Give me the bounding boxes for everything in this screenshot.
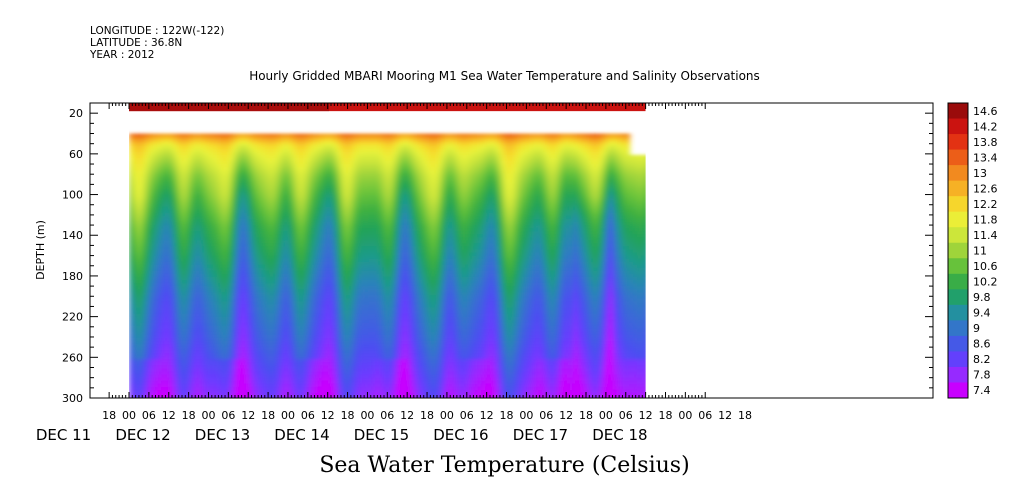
colorbar-segment bbox=[948, 227, 968, 244]
latitude-label: LATITUDE : 36.8N bbox=[90, 37, 183, 49]
colorbar-segment bbox=[948, 211, 968, 228]
colorbar-segment bbox=[948, 366, 968, 383]
colorbar-segment bbox=[948, 180, 968, 197]
x-day-label: DEC 11 bbox=[36, 426, 91, 444]
x-tick-label: 12 bbox=[241, 409, 255, 422]
colorbar-segment bbox=[948, 320, 968, 337]
x-tick-label: 18 bbox=[579, 409, 593, 422]
colorbar-tick-label: 13 bbox=[973, 167, 987, 180]
colorbar: 14.6 14.2 13.8 13.4 13 12.6 12.2 11.8 11.4 11 10.6… bbox=[947, 102, 998, 399]
colorbar-segment bbox=[948, 304, 968, 321]
y-tick-label: 100 bbox=[62, 189, 83, 202]
temperature-heatmap bbox=[129, 103, 686, 398]
colorbar-segment bbox=[948, 165, 968, 182]
x-tick-label: 12 bbox=[639, 409, 653, 422]
colorbar-tick-label: 11.4 bbox=[973, 229, 998, 242]
colorbar-tick-label: 7.4 bbox=[973, 384, 991, 397]
x-tick-label: 18 bbox=[182, 409, 196, 422]
x-day-label: DEC 16 bbox=[433, 426, 488, 444]
colorbar-tick-label: 14.6 bbox=[973, 105, 998, 118]
x-tick-label: 00 bbox=[281, 409, 295, 422]
colorbar-segment bbox=[948, 149, 968, 166]
x-tick-label: 06 bbox=[221, 409, 235, 422]
colorbar-tick-label: 11 bbox=[973, 245, 987, 258]
y-tick-label: 180 bbox=[62, 270, 83, 283]
x-tick-label: 00 bbox=[201, 409, 215, 422]
x-tick-label: 06 bbox=[698, 409, 712, 422]
y-tick-label: 20 bbox=[69, 107, 83, 120]
x-tick-label: 18 bbox=[102, 409, 116, 422]
x-tick-label: 18 bbox=[420, 409, 434, 422]
colorbar-tick-label: 9 bbox=[973, 322, 980, 335]
colorbar-tick-label: 9.4 bbox=[973, 307, 991, 320]
x-tick-label: 00 bbox=[360, 409, 374, 422]
y-tick-label: 260 bbox=[62, 351, 83, 364]
y-tick-label: 60 bbox=[69, 148, 83, 161]
colorbar-segment bbox=[948, 196, 968, 213]
colorbar-segment bbox=[948, 351, 968, 368]
colorbar-tick-label: 7.8 bbox=[973, 369, 991, 382]
colorbar-tick-label: 8.2 bbox=[973, 353, 991, 366]
colorbar-label: Sea Water Temperature (Celsius) bbox=[319, 453, 690, 478]
chart-title: Hourly Gridded MBARI Mooring M1 Sea Wate… bbox=[249, 69, 760, 83]
colorbar-tick-label: 10.6 bbox=[973, 260, 998, 273]
x-day-label: DEC 15 bbox=[354, 426, 409, 444]
x-tick-label: 12 bbox=[480, 409, 494, 422]
x-tick-label: 18 bbox=[261, 409, 275, 422]
x-tick-label: 12 bbox=[321, 409, 335, 422]
x-day-label: DEC 17 bbox=[513, 426, 568, 444]
colorbar-tick-label: 11.8 bbox=[973, 213, 998, 226]
x-tick-label: 06 bbox=[301, 409, 315, 422]
x-tick-label: 12 bbox=[718, 409, 732, 422]
colorbar-tick-label: 13.4 bbox=[973, 151, 998, 164]
x-tick-label: 06 bbox=[619, 409, 633, 422]
colorbar-tick-label: 10.2 bbox=[973, 276, 998, 289]
colorbar-tick-label: 8.6 bbox=[973, 338, 991, 351]
colorbar-segment bbox=[948, 289, 968, 306]
y-axis: 20 60 100 140 180 220 260 300 bbox=[62, 102, 933, 405]
colorbar-segment bbox=[948, 335, 968, 352]
colorbar-segment bbox=[948, 258, 968, 275]
x-tick-label: 06 bbox=[539, 409, 553, 422]
x-tick-label: 12 bbox=[559, 409, 573, 422]
longitude-label: LONGITUDE : 122W(-122) bbox=[90, 25, 225, 37]
x-tick-label: 06 bbox=[380, 409, 394, 422]
x-day-label: DEC 18 bbox=[592, 426, 647, 444]
y-tick-label: 220 bbox=[62, 311, 83, 324]
x-tick-label: 00 bbox=[519, 409, 533, 422]
colorbar-segment bbox=[948, 382, 968, 399]
colorbar-tick-label: 9.8 bbox=[973, 291, 991, 304]
colorbar-segment bbox=[948, 118, 968, 135]
x-tick-label: 00 bbox=[440, 409, 454, 422]
x-tick-label: 00 bbox=[122, 409, 136, 422]
colorbar-tick-label: 14.2 bbox=[973, 120, 998, 133]
colorbar-tick-label: 12.2 bbox=[973, 198, 998, 211]
x-axis: 18 00 06 12 18 00 06 12 18 00 06 12 18 00 06 12 18 00 06 12… bbox=[36, 103, 752, 444]
y-axis-label: DEPTH (m) bbox=[34, 220, 47, 280]
colorbar-segment bbox=[948, 134, 968, 151]
plot-border bbox=[89, 102, 934, 399]
x-day-label: DEC 12 bbox=[115, 426, 170, 444]
colorbar-tick-label: 13.8 bbox=[973, 136, 998, 149]
x-day-label: DEC 14 bbox=[274, 426, 329, 444]
colorbar-segment bbox=[948, 103, 968, 120]
x-tick-label: 00 bbox=[599, 409, 613, 422]
y-tick-label: 140 bbox=[62, 229, 83, 242]
colorbar-tick-label: 12.6 bbox=[973, 182, 998, 195]
x-tick-label: 06 bbox=[460, 409, 474, 422]
x-tick-label: 12 bbox=[162, 409, 176, 422]
x-tick-label: 18 bbox=[500, 409, 514, 422]
year-label: YEAR : 2012 bbox=[90, 49, 155, 61]
x-tick-label: 18 bbox=[658, 409, 672, 422]
x-day-label: DEC 13 bbox=[195, 426, 250, 444]
x-tick-label: 06 bbox=[142, 409, 156, 422]
x-tick-label: 00 bbox=[678, 409, 692, 422]
colorbar-segment bbox=[948, 273, 968, 290]
x-tick-label: 18 bbox=[738, 409, 752, 422]
x-tick-label: 18 bbox=[341, 409, 355, 422]
colorbar-segment bbox=[948, 242, 968, 259]
x-tick-label: 12 bbox=[400, 409, 414, 422]
y-tick-label: 300 bbox=[62, 392, 83, 405]
